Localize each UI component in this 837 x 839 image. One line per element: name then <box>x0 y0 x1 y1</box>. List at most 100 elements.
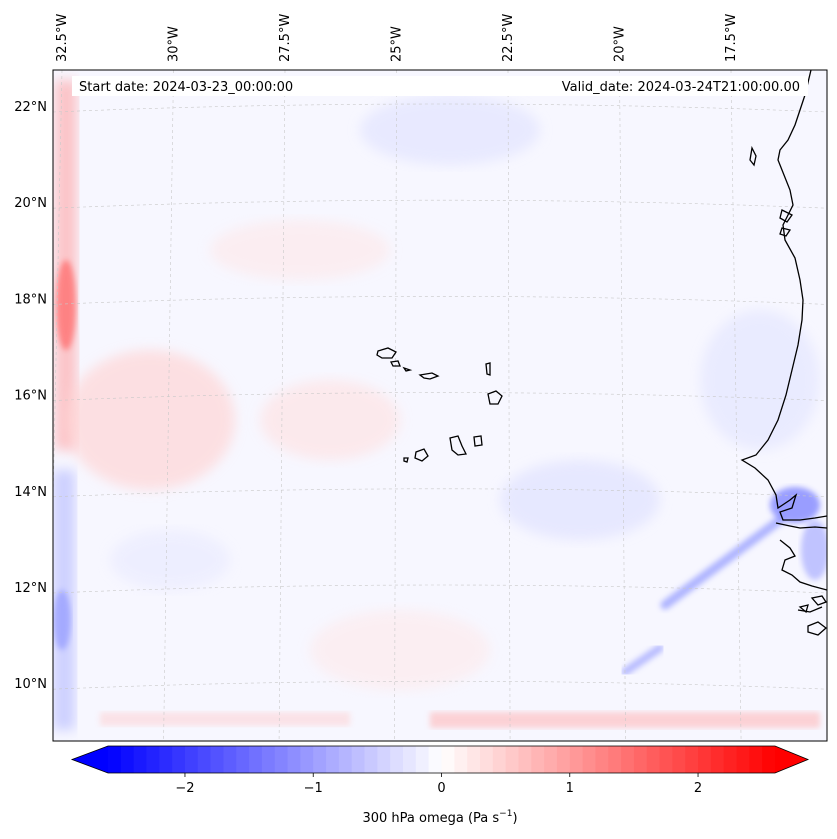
blue-streak-2 <box>621 644 664 676</box>
colorbar-segment <box>159 746 173 773</box>
colorbar-segment <box>467 746 481 773</box>
colorbar-segment <box>108 746 122 773</box>
meridian-line <box>163 70 174 741</box>
colorbar-segment <box>428 746 442 773</box>
island-fogo <box>414 448 429 462</box>
colorbar-segment <box>210 746 224 773</box>
island-boa-vista <box>487 390 503 405</box>
colorbar-segment <box>505 746 519 773</box>
coast-island-nw-3 <box>779 227 792 237</box>
latitude-label: 22°N <box>14 100 47 115</box>
omega-field-anomalies <box>53 80 827 730</box>
colorbar-segment <box>685 746 699 773</box>
parallel-line <box>53 680 827 690</box>
colorbar-segment <box>454 746 468 773</box>
colorbar-segment <box>120 746 135 773</box>
cape-verde-islands <box>376 347 503 463</box>
latitude-label: 10°N <box>14 677 47 692</box>
blue-region-north <box>360 95 540 165</box>
latitude-label: 14°N <box>14 485 47 500</box>
colorbar-tick-label: 2 <box>694 781 702 796</box>
colorbar-segment <box>698 746 712 773</box>
longitude-label: 25°W <box>390 26 405 62</box>
colorbar-outline <box>70 745 810 774</box>
colorbar-label-exponent: −1 <box>499 809 512 819</box>
colorbar-segment <box>492 746 507 773</box>
island-sal <box>485 362 491 376</box>
colorbar-segment <box>621 746 635 773</box>
longitude-label: 27.5°W <box>278 14 293 62</box>
colorbar-segment <box>351 746 366 773</box>
colorbar-segment <box>633 746 648 773</box>
colorbar-tick-label: 0 <box>437 781 445 796</box>
colorbar-label-end: ) <box>512 811 517 826</box>
colorbar-segment <box>762 746 776 773</box>
colorbar-segment <box>172 746 186 773</box>
start-date-label: Start date: 2024-03-23_00:00:00 <box>79 80 293 95</box>
colorbar-segments <box>72 746 808 773</box>
longitude-label: 20°W <box>613 26 628 62</box>
longitude-label: 17.5°W <box>724 14 739 62</box>
parallel-line <box>53 392 827 401</box>
coast-island-nw-1 <box>749 145 757 167</box>
colorbar-segment <box>326 746 340 773</box>
colorbar: −2 −1 0 1 2 300 hPa omega (Pa s−1) <box>70 745 810 826</box>
latitude-label: 12°N <box>14 581 47 596</box>
coast-segment-gambia <box>775 522 827 529</box>
colorbar-segment <box>338 746 353 773</box>
colorbar-label-main: 300 hPa omega (Pa s <box>362 811 499 826</box>
colorbar-segment <box>723 746 738 773</box>
colorbar-segment <box>313 746 327 773</box>
colorbar-segment <box>441 746 455 773</box>
colorbar-tick-label: 1 <box>566 781 574 796</box>
colorbar-segment <box>518 746 532 773</box>
blue-region-southwest <box>110 530 230 590</box>
colorbar-segment <box>236 746 250 773</box>
colorbar-tick-label: −1 <box>304 781 323 796</box>
longitude-labels: 32.5°W 30°W 27.5°W 25°W 22.5°W 20°W 17.5°W <box>55 14 739 62</box>
latitude-label: 16°N <box>14 389 47 404</box>
colorbar-segment <box>390 746 404 773</box>
africa-coastline <box>740 70 827 521</box>
parallel-line <box>53 584 827 594</box>
blue-region-east <box>700 310 820 450</box>
graticule <box>53 70 827 741</box>
coast-segment-south <box>807 621 827 636</box>
colorbar-ticks: −2 −1 0 1 2 <box>175 773 702 796</box>
coast-island-bissagos-2 <box>798 604 809 614</box>
colorbar-segment <box>184 746 199 773</box>
meridian-line <box>619 70 626 741</box>
meridian-line <box>394 70 397 741</box>
coast-segment-sw <box>797 606 823 613</box>
colorbar-segment <box>197 746 212 773</box>
colorbar-segment <box>569 746 584 773</box>
longitude-label: 22.5°W <box>501 14 516 62</box>
colorbar-segment <box>544 746 558 773</box>
blue-coastal-patch <box>770 487 820 523</box>
info-bar-background <box>72 76 808 96</box>
colorbar-segment <box>479 746 494 773</box>
longitude-label: 30°W <box>167 26 182 62</box>
colorbar-segment <box>672 746 686 773</box>
blue-edge-patch <box>53 590 71 650</box>
longitude-label: 32.5°W <box>55 14 70 62</box>
red-region-central <box>260 380 400 460</box>
colorbar-segment <box>364 746 378 773</box>
colorbar-max-extension <box>775 746 808 773</box>
colorbar-segment <box>608 746 622 773</box>
colorbar-segment <box>287 746 301 773</box>
coast-island-nw-2 <box>779 209 793 223</box>
red-region-west <box>65 350 235 490</box>
colorbar-segment <box>659 746 673 773</box>
colorbar-segment <box>531 746 545 773</box>
colorbar-segment <box>146 746 160 773</box>
colorbar-segment <box>710 746 725 773</box>
colorbar-segment <box>223 746 237 773</box>
coast-segment-guinea <box>779 539 827 591</box>
colorbar-segment <box>556 746 571 773</box>
meridian-line <box>278 70 286 741</box>
parallel-line <box>53 488 827 498</box>
island-brava <box>403 457 409 463</box>
colorbar-segment <box>274 746 289 773</box>
island-santa-luzia <box>402 366 413 372</box>
